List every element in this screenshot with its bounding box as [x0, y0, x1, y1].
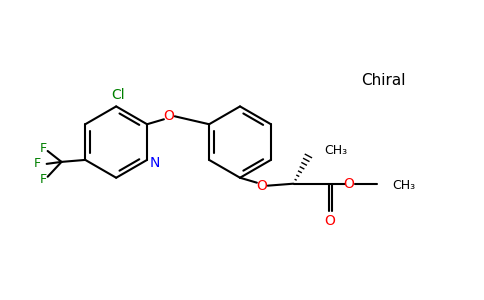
Text: CH₃: CH₃: [324, 143, 348, 157]
Text: O: O: [325, 214, 335, 228]
Text: O: O: [257, 179, 267, 193]
Text: F: F: [34, 158, 41, 170]
Text: O: O: [164, 109, 174, 123]
Text: Chiral: Chiral: [362, 73, 406, 88]
Text: N: N: [150, 156, 160, 170]
Text: F: F: [40, 173, 47, 186]
Text: Cl: Cl: [111, 88, 125, 101]
Text: F: F: [40, 142, 47, 154]
Text: CH₃: CH₃: [393, 179, 416, 192]
Text: O: O: [344, 177, 354, 191]
